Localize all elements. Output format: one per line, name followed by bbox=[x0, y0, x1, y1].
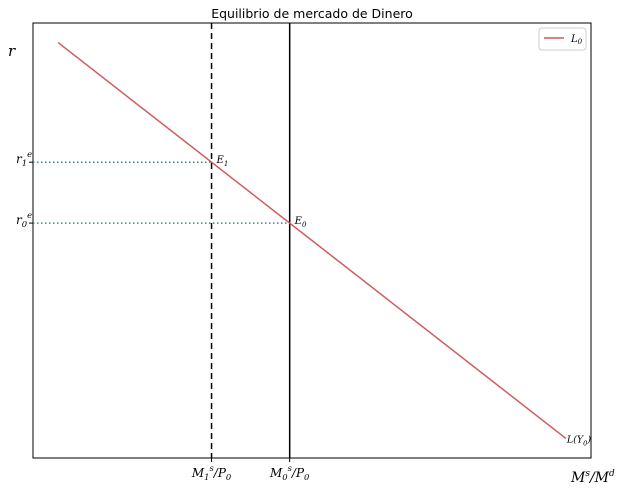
chart-annotations: M0s/P0 M1s/P0 r0e E0 r1e E1 L(Y0) bbox=[16, 149, 591, 482]
x-tick-label-ms1: M1s/P0 bbox=[191, 463, 232, 482]
equilibrium-guides bbox=[29, 161, 290, 224]
legend-box bbox=[538, 27, 587, 51]
point-label-e0: E0 bbox=[294, 216, 307, 229]
x-axis-label: Ms/Md bbox=[570, 469, 615, 486]
money-supply-lines bbox=[210, 23, 291, 462]
money-demand-series bbox=[57, 41, 567, 440]
demand-line-l0 bbox=[57, 41, 567, 440]
y-tick-label-e1: r1e bbox=[16, 149, 32, 168]
y-tick-label-e0: r0e bbox=[16, 210, 32, 229]
x-tick-label-ms0: M0s/P0 bbox=[269, 463, 310, 482]
y-axis-label: r bbox=[8, 42, 16, 60]
chart-title: Equilibrio de mercado de Dinero bbox=[211, 6, 413, 21]
legend: L0 bbox=[538, 27, 587, 51]
plot-frame bbox=[32, 22, 592, 459]
demand-end-label: L(Y0) bbox=[566, 434, 592, 447]
point-label-e1: E1 bbox=[216, 155, 229, 168]
